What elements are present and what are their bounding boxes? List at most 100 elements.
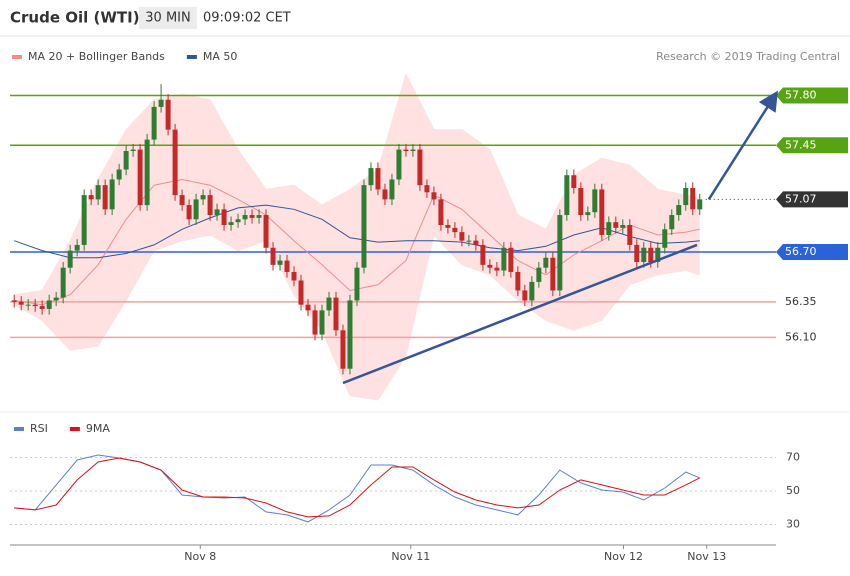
candle-body	[193, 199, 199, 220]
candle-body	[165, 99, 171, 130]
candle-body	[459, 232, 465, 241]
rsi-line	[14, 454, 700, 523]
trendline	[707, 90, 778, 201]
candle-body	[354, 267, 360, 301]
candle-body	[284, 260, 290, 272]
candle-body	[536, 267, 542, 282]
candle-body	[347, 300, 353, 369]
candle-body	[564, 175, 570, 216]
candle-body	[396, 149, 402, 180]
x-tick-label: Nov 13	[687, 550, 726, 563]
y-tick-label: 30	[786, 517, 800, 530]
candle-body	[67, 250, 73, 268]
level-label: 57.80	[785, 89, 817, 102]
candle-body	[312, 310, 318, 335]
candle-body	[130, 149, 136, 151]
level-label: 57.07	[785, 192, 817, 205]
candle-body	[445, 225, 451, 228]
candle-body	[389, 179, 395, 200]
timeframe-box	[139, 7, 197, 29]
candle-body	[235, 219, 241, 223]
bollinger-upper	[14, 72, 700, 296]
candle-body	[158, 99, 164, 107]
candle-body	[123, 151, 129, 170]
candle-body	[690, 188, 696, 210]
candle-body	[543, 257, 549, 268]
candle-body	[88, 195, 94, 200]
candle-body	[627, 225, 633, 245]
candle-body	[53, 297, 59, 301]
level-label: 56.70	[785, 245, 817, 258]
candle-body	[102, 185, 108, 210]
header-title: Crude Oil (WTI)	[10, 9, 140, 27]
candle-body	[592, 189, 598, 213]
candle-body	[333, 297, 339, 331]
candle-body	[39, 306, 45, 309]
x-tick-label: Nov 12	[604, 550, 643, 563]
candle-body	[557, 215, 563, 291]
candle-body	[494, 267, 500, 271]
candle-body	[186, 205, 192, 220]
candle-body	[221, 209, 227, 225]
candle-body	[25, 304, 31, 306]
y-tick-label: 50	[786, 484, 800, 497]
bollinger-lower	[13, 233, 700, 401]
candle-body	[109, 179, 115, 210]
candle-body	[550, 257, 556, 291]
level-tag	[776, 191, 848, 208]
candle-body	[263, 215, 269, 248]
trendline	[342, 243, 698, 385]
level-label: 56.10	[785, 330, 817, 343]
candle-body	[410, 149, 416, 151]
candle-body	[585, 212, 591, 216]
candle-body	[662, 229, 668, 248]
candle-body	[116, 169, 122, 180]
candle-body	[228, 222, 234, 225]
candle-body	[466, 240, 472, 242]
x-tick-label: Nov 11	[391, 550, 430, 563]
candle-body	[200, 195, 206, 200]
legend-swatch	[14, 427, 24, 431]
candle-body	[578, 188, 584, 216]
candle-body	[326, 297, 332, 311]
candle-body	[291, 271, 297, 281]
timeframe: 30 MIN	[145, 11, 190, 26]
candle-body	[270, 247, 276, 265]
rsi-line	[14, 457, 700, 518]
candle-body	[634, 244, 640, 262]
candle-body	[529, 281, 535, 301]
candle-body	[361, 185, 367, 268]
candle-body	[599, 189, 605, 235]
candle-body	[74, 244, 80, 251]
x-tick-label: Nov 8	[184, 550, 216, 563]
level-tag	[776, 137, 848, 154]
candle-body	[697, 199, 703, 210]
candle-body	[480, 244, 486, 265]
candle-body	[683, 188, 689, 206]
candle-body	[424, 185, 430, 193]
legend-swatch	[69, 427, 80, 431]
candle-body	[655, 247, 661, 262]
candle-body	[60, 267, 66, 298]
legend-swatch	[186, 55, 197, 59]
candle-body	[508, 247, 514, 272]
candle-body	[438, 199, 444, 225]
candle-body	[452, 227, 458, 233]
candle-body	[613, 222, 619, 228]
legend-swatch	[12, 55, 22, 59]
candle-body	[382, 189, 388, 200]
candle-body	[648, 247, 654, 262]
candle-body	[81, 195, 87, 245]
candle-body	[11, 300, 17, 302]
legend-label: RSI	[30, 422, 48, 435]
level-tag	[776, 244, 848, 261]
candle-body	[18, 301, 24, 305]
candle-body	[207, 195, 213, 216]
candle-body	[368, 168, 374, 186]
legend-label: 9MA	[86, 422, 110, 435]
candle-body	[242, 215, 248, 220]
candle-body	[417, 149, 423, 186]
candle-body	[669, 215, 675, 230]
